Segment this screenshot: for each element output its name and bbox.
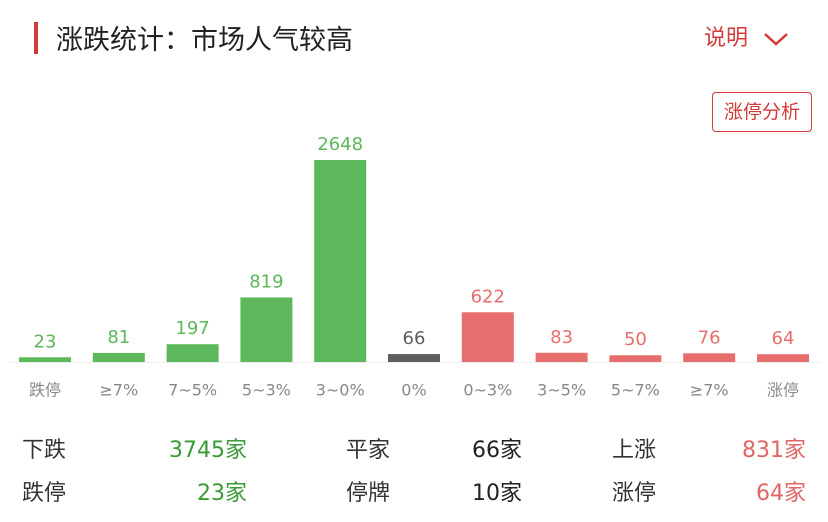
bar [535,352,588,362]
limit-up-analysis-button[interactable]: 涨停分析 [712,92,812,132]
value-label: 2648 [317,134,363,155]
bar [609,355,662,362]
title: 涨跌统计：市场人气较高 [56,25,353,56]
bar [240,297,293,362]
stat-value: 10家 [472,481,522,506]
category-label: 跌停 [29,381,61,400]
bar [314,160,367,362]
chart: 23 跌停 81 ≥7% 197 7~5% 819 5~3% 2648 3~0% 66 0% 622 0~… [10,134,820,400]
stat-label: 涨停 [612,481,657,506]
category-label: 3~5% [537,381,586,400]
category-label: 7~5% [168,381,217,400]
bar [92,352,145,362]
category-label: ≥7% [99,381,138,400]
explain-link[interactable]: 说明 [704,20,789,52]
bar [683,353,736,362]
value-label: 23 [34,331,57,352]
stat-label: 停牌 [346,481,391,506]
stat-value: 831家 [742,438,806,463]
stat-label: 上涨 [612,438,657,463]
category-label: 涨停 [767,381,799,400]
stat-value: 64家 [756,481,806,506]
stat-label: 跌停 [22,481,67,506]
value-label: 197 [175,318,209,339]
value-label: 81 [107,327,130,348]
category-label: 0% [401,381,426,400]
category-label: 5~3% [242,381,291,400]
value-label: 83 [550,327,573,348]
category-label: 3~0% [316,381,365,400]
value-label: 819 [249,271,283,292]
value-label: 66 [403,328,426,349]
value-label: 622 [471,286,505,307]
value-label: 64 [772,328,795,349]
bar [757,354,809,362]
bar [388,354,440,362]
bar [461,312,514,362]
stat-value: 66家 [472,438,522,463]
category-label: ≥7% [690,381,729,400]
bar [166,344,219,362]
stat-label: 平家 [346,438,391,463]
explain-text[interactable]: 说明 [704,26,749,51]
category-label: 5~7% [611,381,660,400]
title-accent [34,22,38,54]
stat-value: 3745家 [169,438,247,463]
category-label: 0~3% [463,381,512,400]
chevron[interactable] [763,31,789,47]
value-label: 76 [698,327,721,348]
bar [19,357,71,362]
stat-value: 23家 [197,481,247,506]
value-label: 50 [624,329,647,350]
stat-label: 下跌 [22,438,67,463]
